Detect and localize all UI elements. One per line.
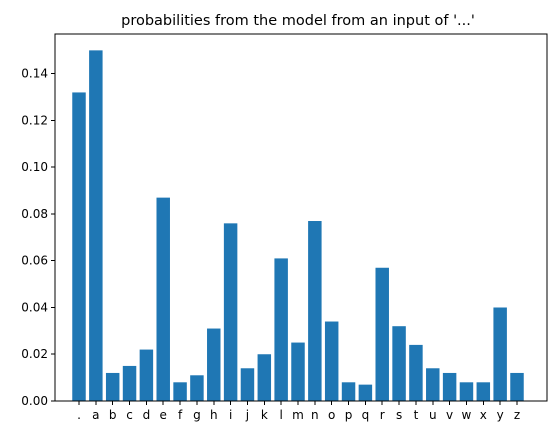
x-tick-label: e: [160, 408, 167, 422]
bar-k: [257, 354, 272, 401]
x-tick-label: i: [229, 408, 232, 422]
bar-q: [358, 384, 373, 401]
y-tick-label: 0.10: [21, 160, 48, 174]
bar-c: [122, 365, 137, 401]
bar-d: [139, 349, 154, 401]
x-tick-label: q: [362, 408, 370, 422]
x-tick-label: f: [178, 408, 183, 422]
x-tick-label: u: [429, 408, 437, 422]
x-tick-label: j: [245, 408, 249, 422]
chart-title: probabilities from the model from an inp…: [121, 13, 475, 29]
bars-group: [72, 50, 524, 402]
bar-g: [190, 375, 204, 401]
bar-a: [89, 50, 103, 401]
x-tick-label: k: [261, 408, 268, 422]
x-tick-label: r: [380, 408, 385, 422]
x-tick-label: m: [292, 408, 304, 422]
bar-s: [392, 326, 406, 401]
bar-x: [476, 382, 491, 401]
bar-b: [105, 372, 120, 401]
bar-dot: [72, 92, 86, 402]
x-tick-label: .: [77, 408, 81, 422]
x-tick-label: b: [109, 408, 117, 422]
bar-r: [375, 267, 389, 401]
y-tick-label: 0.14: [21, 67, 48, 81]
y-tick-label: 0.08: [21, 207, 48, 221]
bar-l: [274, 258, 288, 401]
y-axis-ticks: 0.00 0.02 0.04 0.06 0.08 0.10 0.12 0.14: [21, 67, 55, 408]
bar-f: [173, 382, 187, 401]
x-tick-label: c: [126, 408, 133, 422]
y-tick-label: 0.06: [21, 254, 48, 268]
x-tick-label: y: [497, 408, 504, 422]
x-tick-label: s: [396, 408, 402, 422]
bar-i: [223, 223, 238, 401]
bar-e: [156, 197, 170, 401]
x-tick-label: w: [462, 408, 472, 422]
bar-w: [459, 382, 474, 401]
x-tick-label: d: [143, 408, 151, 422]
bar-p: [341, 382, 356, 401]
x-tick-label: p: [345, 408, 353, 422]
x-tick-label: o: [328, 408, 335, 422]
bar-y: [493, 307, 507, 401]
bar-n: [308, 221, 322, 401]
bar-u: [426, 368, 440, 401]
x-tick-label: g: [193, 408, 201, 422]
x-tick-label: x: [480, 408, 487, 422]
y-tick-label: 0.00: [21, 394, 48, 408]
x-tick-label: t: [414, 408, 419, 422]
y-tick-label: 0.04: [21, 300, 48, 314]
x-tick-label: a: [92, 408, 99, 422]
bar-o: [324, 321, 339, 401]
x-tick-label: n: [311, 408, 319, 422]
x-tick-label: h: [210, 408, 218, 422]
x-tick-label: v: [446, 408, 453, 422]
x-tick-label: l: [279, 408, 282, 422]
bar-j: [240, 368, 255, 401]
bar-z: [510, 372, 524, 401]
y-tick-label: 0.02: [21, 347, 48, 361]
bar-m: [291, 342, 305, 401]
x-tick-label: z: [514, 408, 520, 422]
y-tick-label: 0.12: [21, 113, 48, 127]
bar-h: [207, 328, 221, 401]
bar-t: [409, 344, 423, 401]
bar-v: [442, 372, 457, 401]
plot-frame: [54, 33, 548, 402]
